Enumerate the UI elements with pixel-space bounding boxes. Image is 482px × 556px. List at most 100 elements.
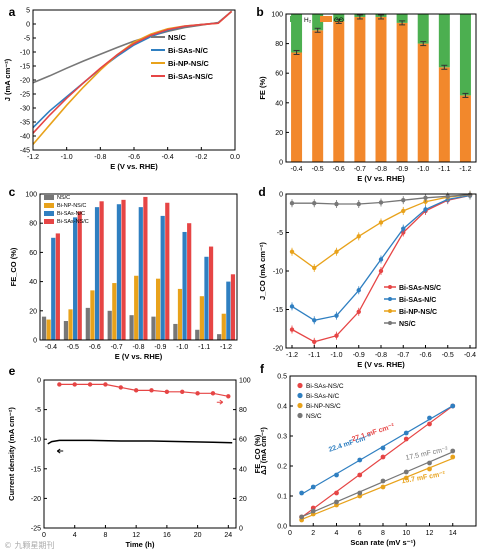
y-tick-label-f: 0.4	[277, 404, 287, 411]
data-point-f	[299, 490, 305, 496]
data-point-d	[467, 192, 473, 197]
y-tick-label-a: -15	[20, 64, 30, 71]
bar-c	[99, 201, 104, 340]
legend-label-a: Bi-SAs-N/C	[168, 46, 209, 55]
legend-label-f: Bi-SAs-N/C	[306, 393, 340, 400]
y-tick-label-c: 20	[29, 308, 37, 315]
x-tick-label-e: 0	[42, 532, 46, 539]
legend-label-c: Bi-NP-NS/C	[57, 203, 86, 209]
data-point-fe	[226, 394, 231, 399]
y2-tick-label-e: 40	[239, 466, 247, 473]
y-tick-label-a: -10	[20, 50, 30, 57]
y-tick-label-e: -10	[31, 437, 41, 444]
data-point-d	[401, 226, 406, 231]
data-point-fe	[103, 382, 108, 387]
x-tick-label-b: -0.9	[396, 166, 408, 173]
bar-c	[204, 256, 209, 340]
bar-c	[177, 288, 183, 340]
data-point-f	[310, 508, 316, 514]
data-point-d	[312, 265, 317, 271]
series-line-a-3	[32, 10, 233, 134]
x-tick-label-e: 8	[103, 532, 107, 539]
panel-c-frame	[39, 193, 238, 341]
x-tick-label-a: -1.0	[61, 154, 73, 161]
current-density-line	[47, 439, 233, 445]
legend-label-d: Bi-SAs-NS/C	[399, 285, 441, 292]
x-tick-label-e: 4	[73, 532, 77, 539]
data-point-fe	[180, 389, 185, 395]
x-axis-label-c: E (V vs. RHE)	[115, 352, 163, 361]
x-tick-label-c: -1.1	[198, 344, 210, 351]
y-tick-label-c: 60	[29, 250, 37, 257]
data-point-f	[403, 430, 409, 436]
y-tick-label-e: -5	[35, 407, 41, 414]
x-tick-label-a: -0.8	[94, 154, 106, 161]
bar-co	[459, 95, 471, 162]
y-axis-label-e: Current density (mA cm⁻²)	[7, 407, 16, 501]
bar-c	[182, 231, 187, 340]
data-point-f	[450, 454, 456, 460]
y-tick-label-f: 0.3	[277, 434, 287, 441]
bar-c	[226, 281, 231, 340]
data-point-d	[423, 207, 428, 212]
y-tick-label-c: 40	[29, 279, 37, 286]
x-axis-label-a: E (V vs. RHE)	[110, 162, 158, 171]
bar-h2	[459, 14, 471, 96]
data-point-f	[357, 457, 363, 463]
y-tick-label-b: 20	[275, 130, 283, 137]
y2-tick-label-e: 80	[239, 407, 247, 414]
data-point-f	[380, 445, 386, 451]
data-point-f	[310, 484, 316, 490]
legend-swatch-c	[44, 195, 54, 200]
x-tick-label-d: -0.6	[419, 352, 431, 359]
x-tick-label-e: 12	[132, 532, 140, 539]
y-tick-label-a: -45	[20, 148, 30, 155]
x-tick-label-d: -1.1	[308, 352, 320, 359]
x-tick-label-a: -0.4	[162, 154, 174, 161]
bar-c	[187, 223, 192, 340]
data-point-f	[403, 469, 409, 475]
bar-co	[417, 43, 429, 162]
data-point-d	[312, 318, 317, 323]
y2-tick-label-e: 100	[239, 378, 251, 385]
bar-co	[375, 16, 387, 163]
y2-tick-label-e: 60	[239, 437, 247, 444]
panel-label-c: c	[9, 185, 16, 199]
data-point-f	[380, 478, 386, 484]
data-point-d	[289, 201, 295, 206]
data-point-d	[289, 304, 295, 309]
x-tick-label-b: -1.2	[459, 166, 471, 173]
y2-tick-label-e: 0	[239, 526, 243, 533]
data-point-fe	[57, 382, 62, 387]
y-tick-label-d: -15	[273, 307, 283, 314]
y-axis-label-b: FE (%)	[258, 76, 267, 100]
y-tick-label-f: 0.2	[277, 464, 287, 471]
watermark: © 九颗星期刊	[4, 541, 55, 550]
y-tick-label-b: 100	[271, 12, 283, 19]
y-tick-label-a: 0	[26, 22, 30, 29]
data-point-d	[356, 201, 361, 207]
data-point-d	[401, 208, 406, 214]
x-tick-label-f: 8	[381, 530, 385, 537]
y-tick-label-d: -20	[273, 346, 283, 353]
panel-label-a: a	[9, 5, 16, 19]
panel-b-frame	[285, 13, 477, 163]
x-tick-label-b: -1.1	[438, 166, 450, 173]
x-tick-label-c: -0.4	[45, 344, 57, 351]
bar-c	[94, 207, 100, 340]
y-axis-label-a: J (mA cm⁻²)	[3, 58, 12, 101]
y-tick-label-a: -35	[20, 120, 30, 127]
bar-c	[112, 283, 117, 340]
data-point-f	[427, 421, 432, 427]
data-point-d	[445, 194, 450, 199]
data-point-f	[380, 454, 386, 460]
x-tick-label-b: -0.6	[333, 166, 345, 173]
x-tick-label-f: 10	[402, 530, 410, 537]
data-point-fe	[164, 389, 170, 395]
legend-marker-d	[388, 321, 392, 325]
data-point-f	[427, 466, 432, 472]
x-tick-label-c: -0.7	[111, 344, 123, 351]
data-point-d	[378, 200, 384, 205]
data-point-d	[378, 220, 384, 225]
